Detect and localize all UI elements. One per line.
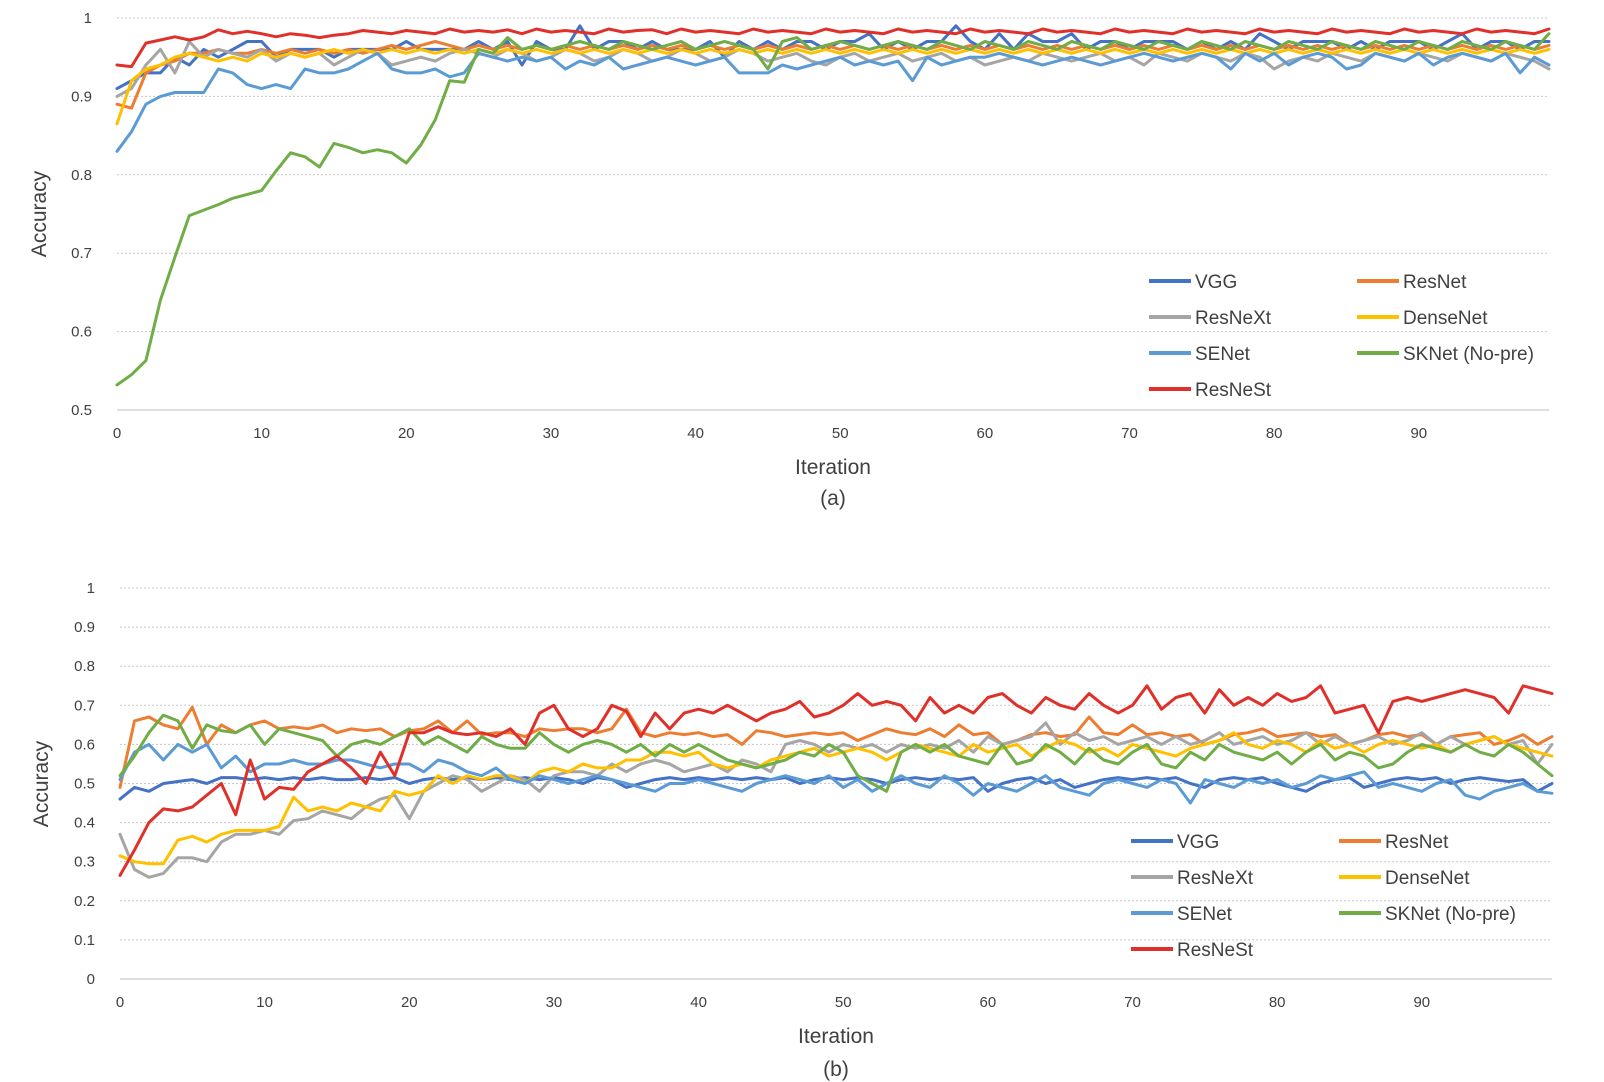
- series-line-senet: [118, 742, 1554, 805]
- legend-label: VGG: [1177, 832, 1219, 853]
- y-axis-title: Accuracy: [28, 170, 51, 257]
- x-tick-label: 50: [832, 425, 849, 442]
- legend-label: SKNet (No-pre): [1385, 904, 1516, 925]
- legend-label: ResNeXt: [1177, 868, 1254, 889]
- x-tick-label: 60: [980, 994, 997, 1011]
- legend-item: SENet: [1149, 344, 1251, 365]
- y-tick-label: 0.3: [74, 854, 95, 871]
- legend-label: SENet: [1177, 904, 1233, 925]
- x-tick-label: 70: [1121, 425, 1138, 442]
- legend-item: SKNet (No-pre): [1357, 344, 1534, 365]
- legend-item: ResNet: [1339, 832, 1449, 853]
- legend-item: DenseNet: [1357, 308, 1488, 329]
- legend-label: ResNet: [1385, 832, 1449, 853]
- legend-label: ResNeSt: [1195, 380, 1272, 401]
- y-tick-label: 0.1: [74, 932, 95, 949]
- x-tick-label: 50: [835, 994, 852, 1011]
- x-tick-label: 90: [1410, 425, 1427, 442]
- x-tick-label: 60: [977, 425, 994, 442]
- series-line-resnext: [115, 40, 1551, 98]
- y-tick-label: 0.9: [74, 619, 95, 636]
- series-line-sknet-no-pre: [118, 713, 1554, 793]
- series-line-resnet: [118, 705, 1554, 789]
- y-tick-label: 0.7: [71, 245, 92, 262]
- series-line-resnext: [118, 721, 1554, 879]
- x-tick-label: 30: [543, 425, 560, 442]
- legend-label: ResNet: [1403, 272, 1467, 293]
- y-tick-label: 1: [87, 580, 95, 597]
- chart-b: 00.10.20.30.40.50.60.70.80.910 10 20 30 40 50…: [30, 580, 1554, 1081]
- y-tick-label: 0: [87, 971, 95, 988]
- chart-a: 0.50.60.70.80.910 10 20 30 40 50 60 70 80 90Itera…: [28, 10, 1551, 510]
- x-tick-label: 40: [687, 425, 704, 442]
- legend-label: ResNeXt: [1195, 308, 1272, 329]
- x-tick-label: 0: [113, 425, 121, 442]
- legend-item: VGG: [1149, 272, 1237, 293]
- legend-label: DenseNet: [1385, 868, 1470, 889]
- x-tick-label: 10: [256, 994, 273, 1011]
- legend-label: VGG: [1195, 272, 1237, 293]
- legend-item: VGG: [1131, 832, 1219, 853]
- legend-item: SENet: [1131, 904, 1233, 925]
- x-axis-title: Iteration: [798, 1025, 874, 1048]
- figure-caption: (b): [823, 1058, 849, 1081]
- series-line-sknet-no-pre: [115, 32, 1551, 387]
- x-tick-label: 80: [1266, 425, 1283, 442]
- y-tick-label: 0.8: [71, 167, 92, 184]
- series-line-resnest: [115, 27, 1551, 69]
- legend-label: DenseNet: [1403, 308, 1488, 329]
- x-tick-label: 0: [116, 994, 124, 1011]
- y-tick-label: 0.5: [71, 402, 92, 419]
- legend-item: ResNet: [1357, 272, 1467, 293]
- legend-item: ResNeSt: [1131, 940, 1254, 961]
- series-line-vgg: [115, 24, 1551, 91]
- x-tick-label: 80: [1269, 994, 1286, 1011]
- legend-label: SKNet (No-pre): [1403, 344, 1534, 365]
- series-line-senet: [115, 51, 1551, 153]
- y-tick-label: 0.8: [74, 658, 95, 675]
- legend-label: SENet: [1195, 344, 1251, 365]
- x-axis-title: Iteration: [795, 456, 871, 479]
- legend-item: ResNeXt: [1149, 308, 1272, 329]
- series-line-densenet: [118, 731, 1554, 866]
- x-tick-label: 20: [401, 994, 418, 1011]
- y-tick-label: 0.4: [74, 815, 95, 832]
- legend-item: ResNeSt: [1149, 380, 1272, 401]
- y-tick-label: 0.9: [71, 88, 92, 105]
- x-tick-label: 40: [690, 994, 707, 1011]
- figure-caption: (a): [820, 487, 846, 510]
- legend-item: ResNeXt: [1131, 868, 1254, 889]
- y-tick-label: 0.2: [74, 893, 95, 910]
- y-tick-label: 0.6: [74, 736, 95, 753]
- y-axis-title: Accuracy: [30, 740, 53, 827]
- y-tick-label: 1: [84, 10, 92, 27]
- x-tick-label: 90: [1413, 994, 1430, 1011]
- x-tick-label: 20: [398, 425, 415, 442]
- series-line-resnest: [118, 684, 1554, 877]
- x-tick-label: 10: [253, 425, 270, 442]
- y-tick-label: 0.5: [74, 776, 95, 793]
- legend-item: SKNet (No-pre): [1339, 904, 1516, 925]
- legend-label: ResNeSt: [1177, 940, 1254, 961]
- series-line-vgg: [118, 776, 1554, 801]
- y-tick-label: 0.7: [74, 697, 95, 714]
- x-tick-label: 70: [1124, 994, 1141, 1011]
- series-line-densenet: [115, 47, 1551, 126]
- legend-item: DenseNet: [1339, 868, 1470, 889]
- y-tick-label: 0.6: [71, 324, 92, 341]
- x-tick-label: 30: [546, 994, 563, 1011]
